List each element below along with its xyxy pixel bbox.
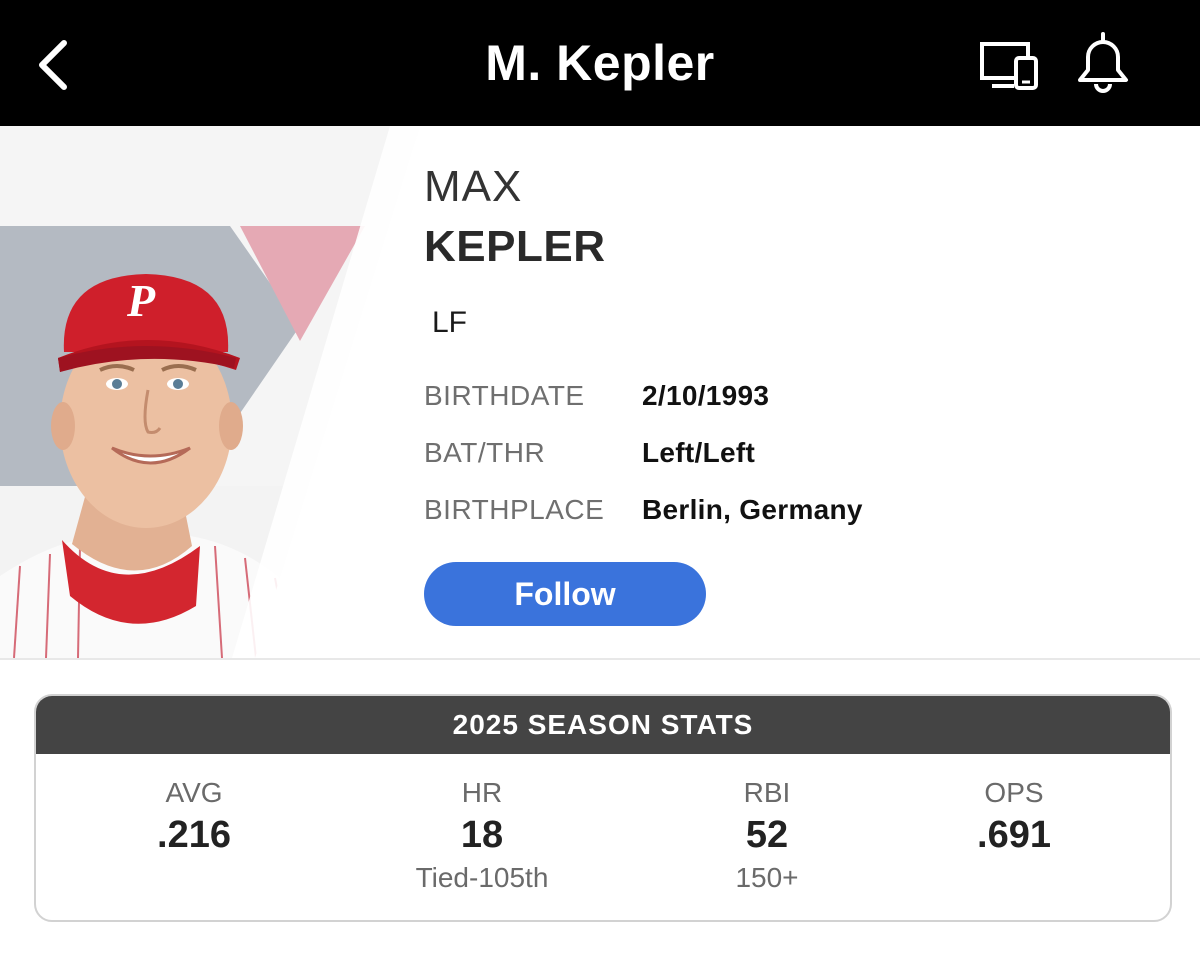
stat-value: 18 [460,814,504,856]
bio-value: Berlin, Germany [642,494,863,525]
section-divider [0,658,1200,660]
stats-card-title: 2025 SEASON STATS [36,696,1170,754]
back-button[interactable] [22,30,82,100]
stat-label: RBI [743,777,791,808]
bio-label: BIRTHPLACE [424,494,605,525]
stats-row: AVG .216 HR 18 Tied-105th RBI 52 150+ OP… [36,754,1170,920]
stat-rank: 150+ [735,862,799,893]
player-profile: P MAX KEPLER LF BIRTHDATE 2/10/1993 BAT/… [0,126,1200,658]
bio-label: BAT/THR [424,437,546,468]
stat-label: HR [461,777,503,808]
bio-row-birthplace: BIRTHPLACE Berlin, Germany [424,490,863,530]
bio-row-birthdate: BIRTHDATE 2/10/1993 [424,376,769,416]
player-photo-icon: P [0,126,420,658]
follow-button[interactable]: Follow [424,562,706,626]
bell-icon [1078,32,1128,93]
player-first-name: MAX [424,162,523,211]
stat-ops: OPS .691 [874,776,1154,896]
player-last-name: KEPLER [424,222,606,271]
player-headshot: P [0,126,420,658]
bio-value: Left/Left [642,437,756,468]
stat-rank [54,860,334,896]
stat-avg: AVG .216 [54,776,334,896]
stat-rbi: RBI 52 150+ [627,776,907,896]
notifications-button[interactable] [1072,30,1134,96]
stat-value: .216 [157,814,231,856]
stat-value: 52 [745,814,789,856]
devices-button[interactable] [978,38,1042,94]
stat-rank [874,860,1154,896]
bio-row-bat-throw: BAT/THR Left/Left [424,433,755,473]
stat-rank: Tied-105th [415,862,549,893]
bio-value: 2/10/1993 [642,380,770,411]
stat-label: OPS [984,777,1044,808]
stat-hr: HR 18 Tied-105th [342,776,622,896]
devices-icon [980,42,1038,90]
player-info: MAX KEPLER LF BIRTHDATE 2/10/1993 BAT/TH… [424,126,1184,658]
top-nav-bar: M. Kepler [0,0,1200,126]
season-stats-card: 2025 SEASON STATS AVG .216 HR 18 Tied-10… [34,694,1172,922]
stat-value: .691 [977,814,1051,856]
stat-label: AVG [165,777,223,808]
chevron-left-icon [39,40,67,90]
bio-label: BIRTHDATE [424,380,585,411]
svg-text:P: P [126,275,156,326]
player-position: LF [432,306,468,339]
